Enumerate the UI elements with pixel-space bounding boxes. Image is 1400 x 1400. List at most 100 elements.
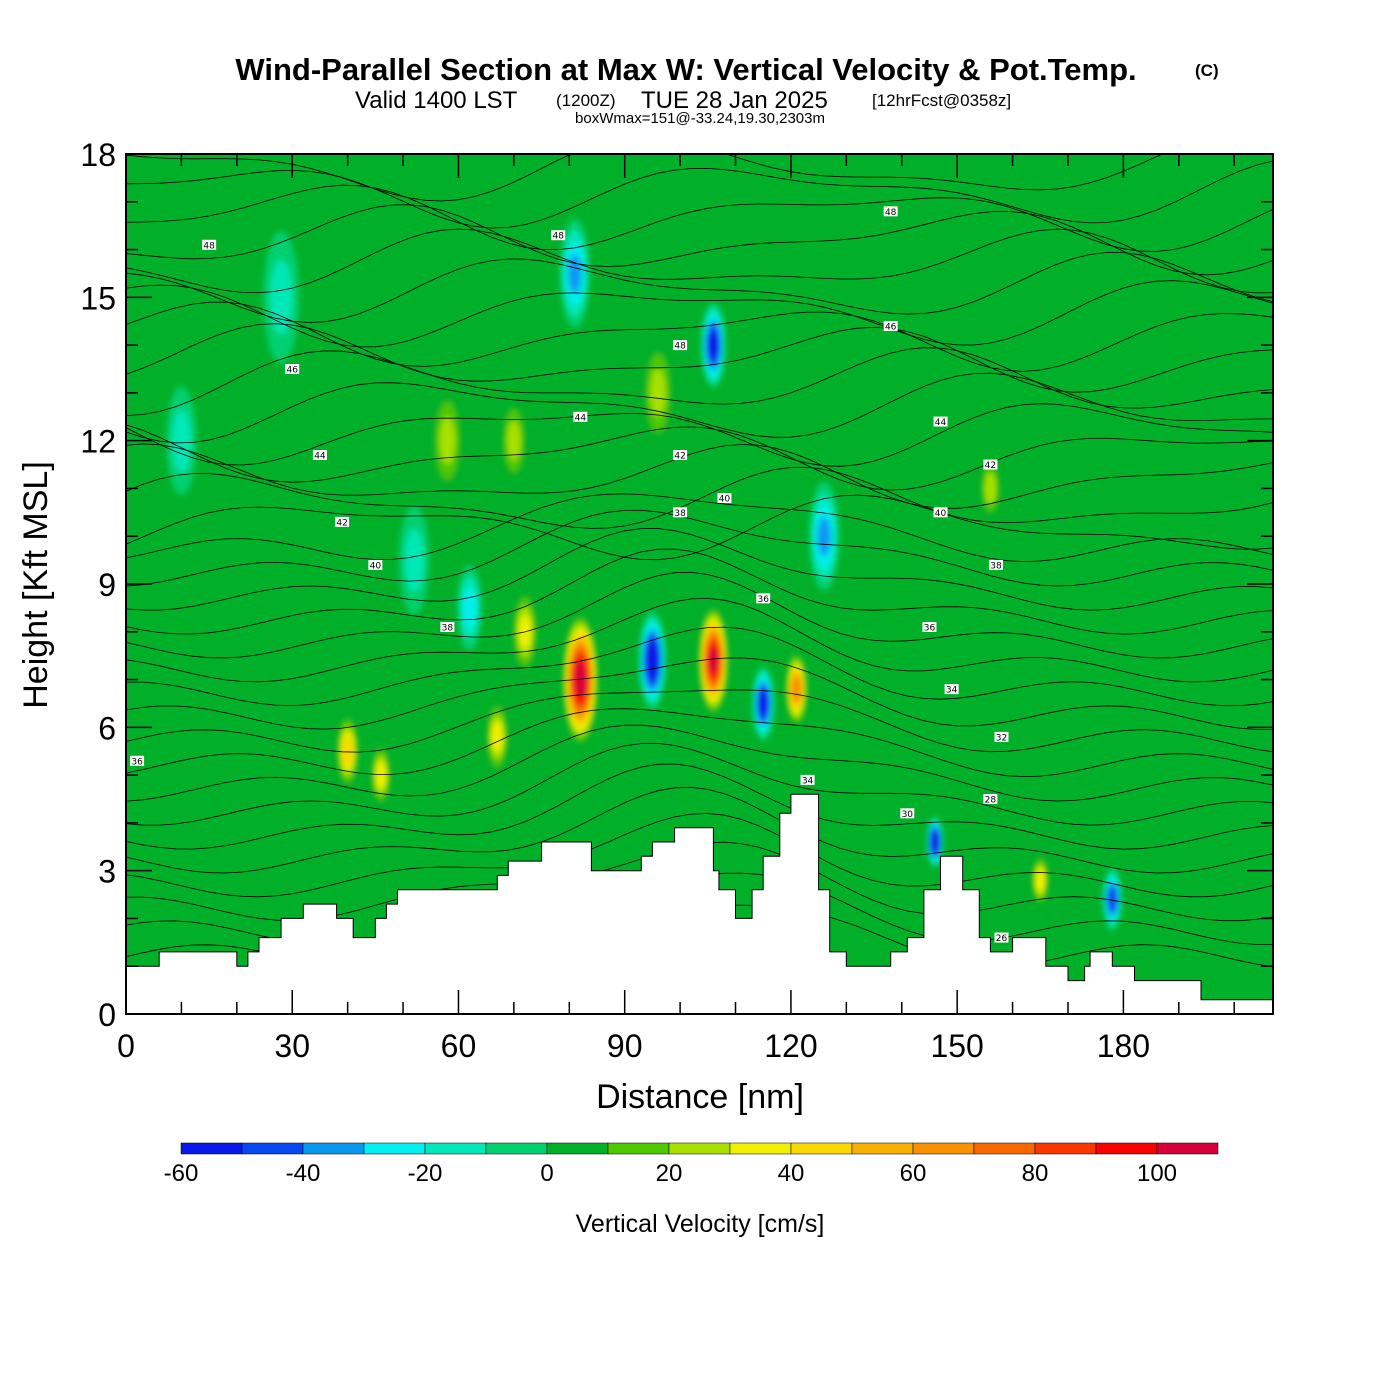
isentrope-line <box>126 724 1273 802</box>
x-tick-label: 180 <box>1097 1028 1150 1064</box>
isentrope-line <box>126 509 1273 587</box>
velocity-cell <box>1102 868 1122 931</box>
colorbar-bin <box>241 1142 304 1155</box>
svg-text:26: 26 <box>996 934 1008 944</box>
colorbar-tick-label: -40 <box>286 1160 321 1187</box>
isentrope-label: 42 <box>673 450 688 462</box>
svg-text:34: 34 <box>802 776 814 786</box>
isentrope-line <box>126 204 1273 276</box>
svg-text:44: 44 <box>314 452 326 462</box>
isentrope-line <box>126 160 1273 229</box>
colorbar-bin <box>607 1142 670 1155</box>
x-tick-label: 150 <box>930 1028 983 1064</box>
velocity-cell <box>642 338 674 448</box>
colorbar-bin <box>546 1142 609 1155</box>
isentrope-label: 38 <box>988 559 1003 571</box>
svg-text:28: 28 <box>985 796 997 806</box>
isentrope-line <box>126 347 1273 416</box>
svg-text:34: 34 <box>946 686 958 696</box>
svg-text:38: 38 <box>442 624 454 634</box>
colorbar-tick-label: 100 <box>1137 1160 1177 1187</box>
velocity-cell <box>293 553 324 663</box>
velocity-cell <box>638 611 667 710</box>
y-tick-label: 6 <box>98 710 116 746</box>
x-tick-label: 0 <box>117 1028 135 1064</box>
isentrope-label: 46 <box>883 321 898 333</box>
forecast-info: [12hrFcst@0358z] <box>872 91 1011 110</box>
x-tick-label: 120 <box>764 1028 817 1064</box>
isentropes <box>126 154 1273 968</box>
isentrope-line <box>126 494 1273 561</box>
svg-text:48: 48 <box>674 342 686 352</box>
isentrope-label: 36 <box>922 622 937 634</box>
x-axis: 0 30 60 90 120 150 180 <box>117 154 1235 1064</box>
svg-text:42: 42 <box>985 461 996 471</box>
valid-prefix: Valid 1400 LST <box>355 87 518 114</box>
svg-text:42: 42 <box>674 452 685 462</box>
velocity-cell <box>263 231 300 364</box>
svg-text:32: 32 <box>996 733 1007 743</box>
colorbar-bin <box>851 1142 914 1155</box>
isentrope-line <box>126 372 1273 444</box>
colorbar-bin <box>363 1142 426 1155</box>
isentrope-label: 40 <box>933 507 948 519</box>
velocity-cell <box>980 457 1000 520</box>
svg-text:42: 42 <box>336 518 347 528</box>
velocity-cell <box>701 302 726 389</box>
colorbar-bin <box>1156 1142 1219 1155</box>
x-tick-label: 30 <box>274 1028 310 1064</box>
isentrope-line <box>126 763 1273 850</box>
svg-text:38: 38 <box>990 561 1002 571</box>
isentrope-label: 42 <box>983 459 998 471</box>
isentrope-label: 44 <box>573 411 588 423</box>
x-tick-label: 90 <box>607 1028 643 1064</box>
isentrope-line <box>126 742 1273 826</box>
velocity-cell <box>1158 267 1200 423</box>
isentrope-label: 38 <box>673 507 688 519</box>
isentrope-label: 48 <box>202 239 217 251</box>
isentrope-label: 40 <box>368 559 383 571</box>
copyright-mark: (C) <box>1195 61 1219 80</box>
isentrope-label: 42 <box>335 516 350 528</box>
velocity-cell <box>698 605 729 715</box>
isentrope-line <box>126 571 1273 659</box>
isentrope-line <box>126 548 1273 635</box>
colorbar-tick-label: 0 <box>540 1160 553 1187</box>
colorbar-bin <box>180 1142 243 1155</box>
y-tick-label: 15 <box>80 280 116 316</box>
isentrope-line <box>126 301 1273 372</box>
svg-text:36: 36 <box>924 624 936 634</box>
isentrope-line <box>126 443 1273 509</box>
velocity-cell <box>562 613 599 746</box>
colorbar-tick-label: 80 <box>1022 1160 1049 1187</box>
svg-text:36: 36 <box>757 595 769 605</box>
velocity-cell <box>336 714 359 789</box>
colorbar-bin <box>668 1142 731 1155</box>
colorbar-tick-label: -20 <box>408 1160 443 1187</box>
svg-text:48: 48 <box>203 241 215 251</box>
colorbar-bin <box>485 1142 548 1155</box>
isentrope-line <box>126 597 1273 683</box>
isentrope-line <box>126 708 1273 778</box>
colorbar-bin <box>424 1142 487 1155</box>
isentrope-line <box>126 689 1273 753</box>
boxwmax-info: boxWmax=151@-33.24,19.30,2303m <box>575 110 825 127</box>
isentrope-line <box>126 184 1273 252</box>
colorbar-bin <box>912 1142 975 1155</box>
velocity-field <box>166 218 1200 931</box>
colorbar-bin <box>973 1142 1036 1155</box>
colorbar-tick-label: 20 <box>656 1160 683 1187</box>
isentrope-line <box>126 786 1273 874</box>
chart-title: Wind-Parallel Section at Max W: Vertical… <box>235 52 1136 87</box>
colorbar-bin <box>1034 1142 1097 1155</box>
velocity-cell <box>883 517 920 651</box>
velocity-cell <box>809 481 840 591</box>
velocity-cell <box>432 386 463 496</box>
isentrope-label: 48 <box>673 340 688 352</box>
svg-text:36: 36 <box>131 757 143 767</box>
svg-text:40: 40 <box>935 509 947 519</box>
svg-text:30: 30 <box>902 810 914 820</box>
svg-text:40: 40 <box>719 495 731 505</box>
valid-time-line: Valid 1400 LST (1200Z) TUE 28 Jan 2025 [… <box>355 87 1011 114</box>
